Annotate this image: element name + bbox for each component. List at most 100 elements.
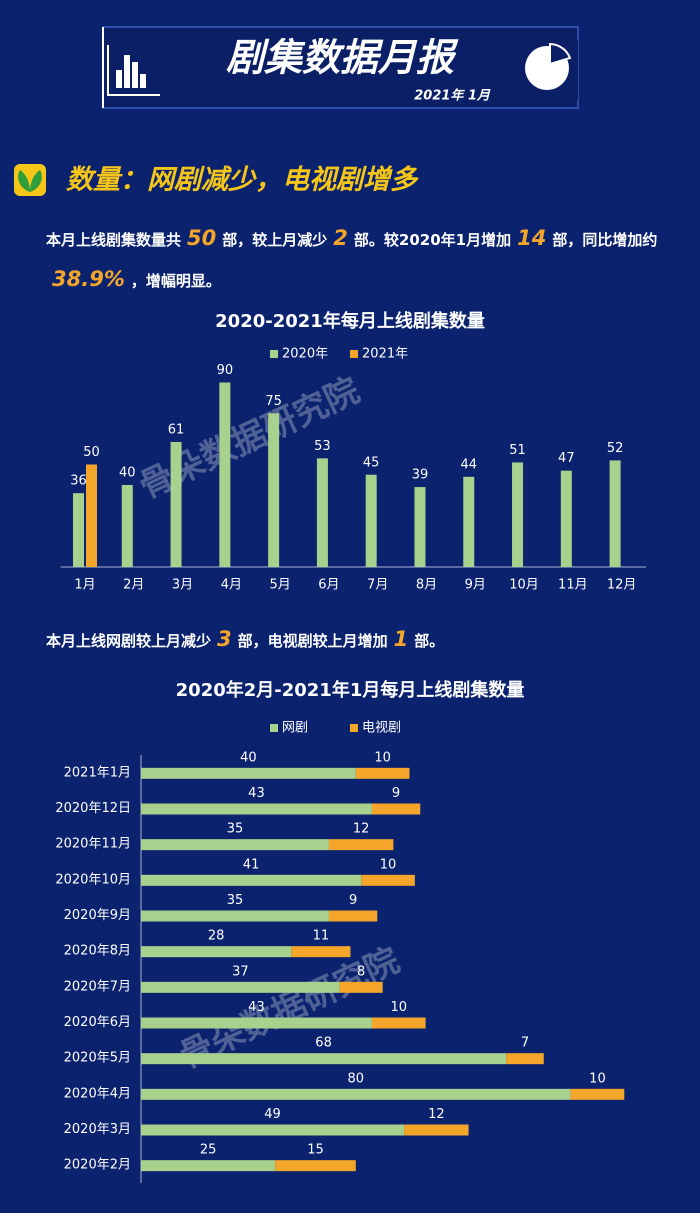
text: 部，同比增加约: [552, 231, 658, 249]
bar-segment: [275, 1160, 356, 1172]
bar-segment: [506, 1053, 544, 1065]
bar: [463, 476, 475, 567]
bar: [219, 382, 231, 567]
data-label: 36: [70, 474, 87, 489]
highlight: 38.9%: [52, 267, 125, 291]
bar-segment: [291, 946, 351, 958]
x-tick-label: 9月: [465, 578, 486, 593]
bar: [85, 464, 97, 567]
data-label: 39: [412, 468, 429, 483]
data-label: 9: [392, 786, 400, 801]
data-label: 90: [217, 363, 234, 378]
data-label: 7: [521, 1036, 529, 1051]
bar: [170, 441, 182, 567]
legend-label: 电视剧: [362, 721, 401, 736]
bar-segment: [361, 874, 415, 886]
bar: [609, 460, 621, 567]
data-label: 8: [357, 964, 365, 979]
bar: [560, 470, 572, 567]
legend-swatch: [350, 350, 358, 358]
bar-segment: [339, 981, 383, 993]
bar: [512, 462, 524, 567]
data-label: 10: [589, 1071, 606, 1086]
data-label: 35: [227, 822, 244, 837]
data-label: 25: [200, 1143, 217, 1158]
data-label: 35: [227, 893, 244, 908]
data-label: 44: [460, 457, 477, 472]
x-tick-label: 4月: [221, 578, 242, 593]
data-label: 68: [315, 1036, 332, 1051]
x-tick-label: 7月: [367, 578, 388, 593]
bar-segment: [141, 946, 292, 958]
y-tick-label: 2020年10月: [55, 872, 131, 887]
paragraph: 本月上线网剧较上月减少 3 部，电视剧较上月增加 1 部。: [46, 620, 686, 661]
data-label: 75: [265, 394, 282, 409]
data-label: 43: [248, 786, 265, 801]
bar: [121, 485, 133, 567]
data-label: 53: [314, 439, 331, 454]
text: 本月上线剧集数量共: [46, 231, 182, 249]
bar-segment: [371, 803, 421, 815]
data-label: 51: [509, 443, 526, 458]
bar-segment: [141, 1088, 571, 1100]
bar-segment: [371, 1017, 426, 1029]
bar-segment: [141, 767, 356, 779]
legend-swatch: [350, 724, 358, 732]
x-tick-label: 5月: [269, 578, 290, 593]
legend-label: 2021年: [362, 347, 408, 362]
bar-segment: [141, 839, 329, 851]
pie-icon: [518, 40, 578, 100]
bar-segment: [328, 910, 378, 922]
legend-label: 2020年: [282, 347, 328, 362]
data-label: 80: [348, 1071, 365, 1086]
bar-segment: [141, 803, 372, 815]
data-label: 41: [243, 857, 260, 872]
legend-swatch: [270, 350, 278, 358]
y-tick-label: 2020年5月: [64, 1051, 131, 1066]
header-date: 2021年 1月: [414, 88, 491, 104]
highlight: 14: [517, 226, 547, 250]
x-tick-label: 10月: [509, 578, 539, 593]
y-tick-label: 2020年6月: [64, 1015, 131, 1030]
chart-title: 2020-2021年每月上线剧集数量: [215, 310, 485, 332]
data-label: 10: [374, 750, 391, 765]
bar-icon: [107, 45, 160, 96]
data-label: 9: [349, 893, 357, 908]
text: 部。: [414, 632, 445, 650]
y-tick-label: 2020年11月: [55, 837, 131, 852]
data-label: 50: [83, 445, 100, 460]
data-label: 12: [428, 1107, 445, 1122]
highlight: 50: [187, 226, 217, 250]
x-tick-label: 2月: [123, 578, 144, 593]
legend-swatch: [270, 724, 278, 732]
data-label: 12: [353, 822, 370, 837]
header-box: [102, 26, 579, 109]
data-label: 45: [363, 455, 380, 470]
data-label: 28: [208, 929, 225, 944]
highlight: 2: [333, 226, 348, 250]
data-label: 10: [390, 1000, 407, 1015]
text: 部，较上月减少: [222, 231, 328, 249]
y-tick-label: 2021年1月: [64, 765, 131, 780]
x-tick-label: 11月: [558, 578, 588, 593]
data-label: 10: [380, 857, 397, 872]
text: 部。较2020年1月增加: [353, 231, 512, 249]
data-label: 37: [232, 964, 249, 979]
data-label: 49: [264, 1107, 281, 1122]
bar-segment: [141, 1124, 405, 1136]
bar-segment: [141, 1017, 372, 1029]
bar-segment: [404, 1124, 469, 1136]
bar-segment: [141, 874, 362, 886]
y-tick-label: 2020年9月: [64, 908, 131, 923]
bar: [365, 474, 377, 567]
section-title: 数量：网剧减少，电视剧增多: [66, 165, 419, 196]
bar: [316, 458, 328, 567]
text: 本月上线网剧较上月减少: [46, 632, 212, 650]
data-label: 11: [313, 929, 330, 944]
bar-segment: [328, 839, 394, 851]
data-label: 15: [307, 1143, 324, 1158]
y-tick-label: 2020年4月: [64, 1086, 131, 1101]
